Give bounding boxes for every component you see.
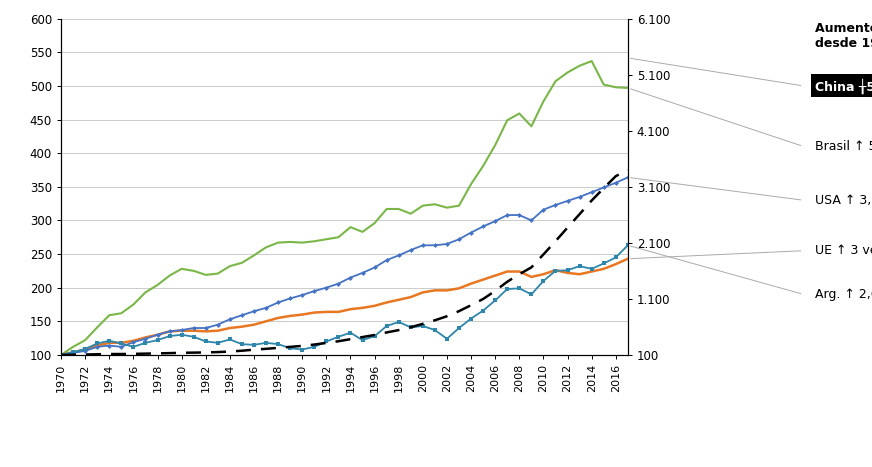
- Text: USA ↑ 3,6 veces: USA ↑ 3,6 veces: [814, 194, 872, 207]
- Text: Arg. ↑ 2,6 veces: Arg. ↑ 2,6 veces: [814, 288, 872, 301]
- Text: Brasil ↑ 5 veces: Brasil ↑ 5 veces: [814, 140, 872, 153]
- Text: UE ↑ 3 veces: UE ↑ 3 veces: [814, 244, 872, 257]
- Legend: ARGENTINA, BRASIL, EEUU, UE, CHINA: ARGENTINA, BRASIL, EEUU, UE, CHINA: [65, 462, 534, 467]
- Text: Aumento PBI
desde 1970:: Aumento PBI desde 1970:: [814, 22, 872, 50]
- Text: China ╁54 veces: China ╁54 veces: [814, 78, 872, 94]
